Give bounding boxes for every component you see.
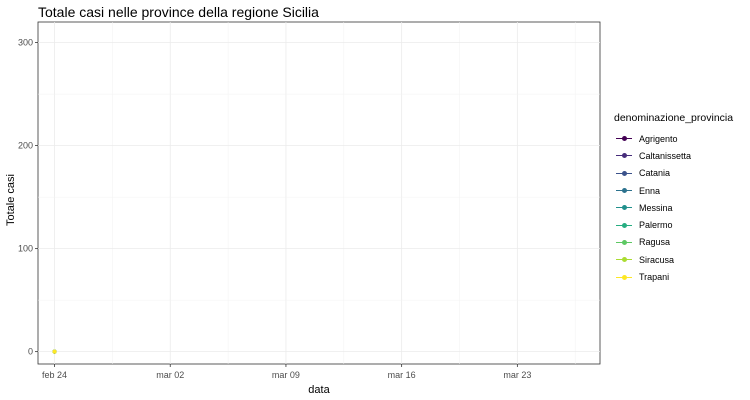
- legend-key: [614, 272, 634, 282]
- legend-key: [614, 168, 634, 178]
- legend-label: Enna: [639, 185, 661, 196]
- legend-key: [614, 151, 634, 161]
- legend-item-caltanissetta: Caltanissetta: [614, 147, 733, 164]
- legend-label: Agrigento: [639, 133, 678, 144]
- legend-item-ragusa: Ragusa: [614, 234, 733, 251]
- legend-label: Catania: [639, 168, 671, 179]
- x-tick-label: mar 02: [156, 370, 184, 380]
- legend-key: [614, 255, 634, 265]
- series-trapani: [52, 349, 57, 354]
- legend-key: [614, 203, 634, 213]
- legend-title: denominazione_provincia: [614, 112, 734, 124]
- legend-item-catania: Catania: [614, 165, 733, 182]
- legend-label: Palermo: [639, 220, 673, 231]
- legend-key: [614, 220, 634, 230]
- legend-item-siracusa: Siracusa: [614, 251, 733, 268]
- legend-item-messina: Messina: [614, 199, 733, 216]
- legend-label: Ragusa: [639, 237, 671, 248]
- x-tick-label: feb 24: [42, 370, 67, 380]
- legend-item-agrigento: Agrigento: [614, 130, 733, 147]
- legend: denominazione_provincia Agrigento Caltani…: [614, 112, 733, 286]
- data-point: [52, 349, 57, 354]
- legend-label: Trapani: [639, 272, 670, 283]
- chart-title: Totale casi nelle province della regione…: [38, 4, 319, 20]
- legend-label: Messina: [639, 202, 673, 213]
- legend-item-enna: Enna: [614, 182, 733, 199]
- legend-label: Caltanissetta: [639, 150, 692, 161]
- legend-item-trapani: Trapani: [614, 268, 733, 285]
- x-tick-label: mar 23: [503, 370, 531, 380]
- y-tick-label: 0: [28, 347, 33, 357]
- series-layer: [52, 349, 57, 354]
- y-tick-label: 100: [18, 244, 33, 254]
- legend-key: [614, 186, 634, 196]
- legend-label: Siracusa: [639, 254, 675, 265]
- legend-key: [614, 134, 634, 144]
- legend-items: Agrigento Caltanissetta Catania Enna Messina…: [614, 130, 733, 286]
- x-tick-label: mar 16: [388, 370, 416, 380]
- y-tick-label: 200: [18, 141, 33, 151]
- x-tick-label: mar 09: [272, 370, 300, 380]
- y-axis-title: Totale casi: [5, 174, 17, 226]
- x-axis-title: data: [308, 384, 330, 396]
- plot-panel: [37, 21, 601, 365]
- grid: [38, 22, 600, 364]
- legend-item-palermo: Palermo: [614, 216, 733, 233]
- y-tick-label: 300: [18, 38, 33, 48]
- legend-key: [614, 237, 634, 247]
- axis-ticks: feb 24 mar 02 mar 09 mar 16 mar 23 0 100 200 300: [18, 38, 531, 380]
